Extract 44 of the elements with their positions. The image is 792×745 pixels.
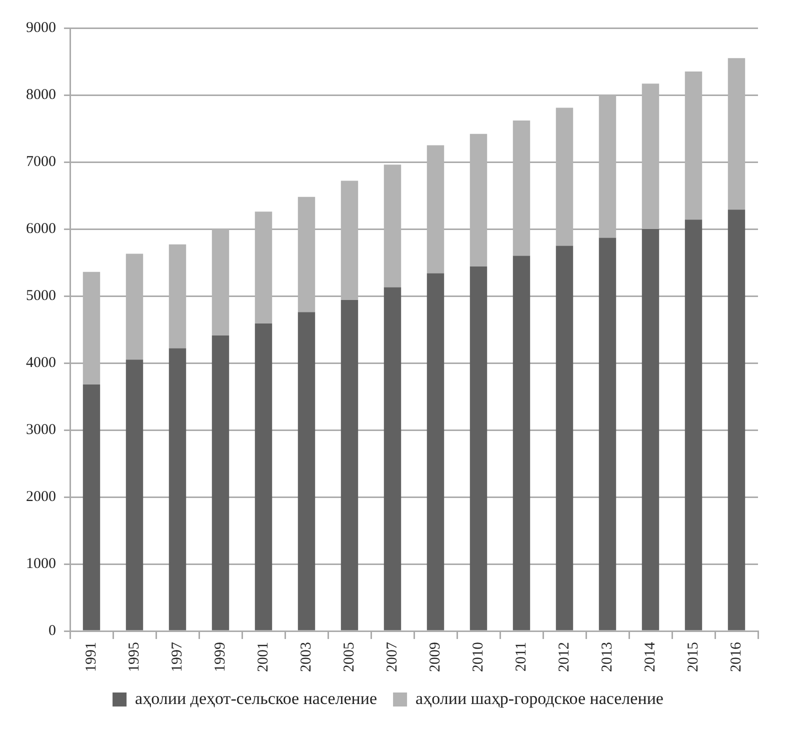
bar bbox=[728, 210, 746, 630]
x-tick-label: 2003 bbox=[298, 642, 314, 672]
bar bbox=[298, 312, 316, 630]
x-tick-label: 2013 bbox=[599, 642, 616, 672]
bar bbox=[126, 360, 144, 630]
bar bbox=[512, 256, 530, 630]
x-tick-label: 2014 bbox=[642, 642, 658, 672]
bar bbox=[340, 300, 358, 630]
bar bbox=[82, 384, 100, 630]
x-tick-label: 2009 bbox=[427, 642, 444, 672]
y-tick-label: 8000 bbox=[26, 86, 56, 103]
x-tick-label: 2010 bbox=[470, 642, 486, 672]
y-tick-label: 4000 bbox=[26, 354, 56, 371]
x-tick-label: 2015 bbox=[685, 642, 702, 672]
x-tick-label: 1999 bbox=[212, 642, 228, 672]
bar bbox=[684, 220, 702, 630]
bar bbox=[470, 266, 488, 630]
bar bbox=[642, 229, 660, 630]
bar bbox=[598, 238, 616, 630]
y-tick-label: 7000 bbox=[26, 154, 56, 170]
x-tick-label: 2001 bbox=[255, 642, 272, 672]
y-tick-label: 9000 bbox=[26, 20, 56, 36]
x-tick-label: 2007 bbox=[384, 642, 400, 672]
bar bbox=[168, 348, 186, 630]
y-tick-label: 3000 bbox=[26, 422, 56, 438]
legend-label: аҳолии шаҳр-городское население bbox=[416, 688, 664, 708]
bar bbox=[556, 246, 574, 630]
x-tick-label: 2016 bbox=[728, 642, 744, 672]
bar bbox=[254, 323, 272, 630]
x-tick-label: 2012 bbox=[556, 642, 572, 672]
y-tick-label: 0 bbox=[48, 622, 56, 639]
y-tick-label: 6000 bbox=[26, 220, 56, 237]
bar bbox=[212, 336, 230, 630]
x-tick-label: 1995 bbox=[126, 642, 142, 672]
bar bbox=[426, 273, 444, 630]
x-tick-label: 1997 bbox=[169, 642, 186, 672]
x-tick-label: 1991 bbox=[83, 642, 100, 672]
x-tick-label: 2011 bbox=[513, 642, 530, 672]
y-tick-label: 1000 bbox=[26, 556, 56, 572]
x-tick-label: 2005 bbox=[341, 642, 358, 672]
legend-label: аҳолии деҳот-сельское население bbox=[135, 688, 378, 708]
y-tick-label: 2000 bbox=[26, 488, 56, 505]
bar bbox=[384, 287, 402, 630]
y-tick-label: 5000 bbox=[26, 288, 56, 304]
